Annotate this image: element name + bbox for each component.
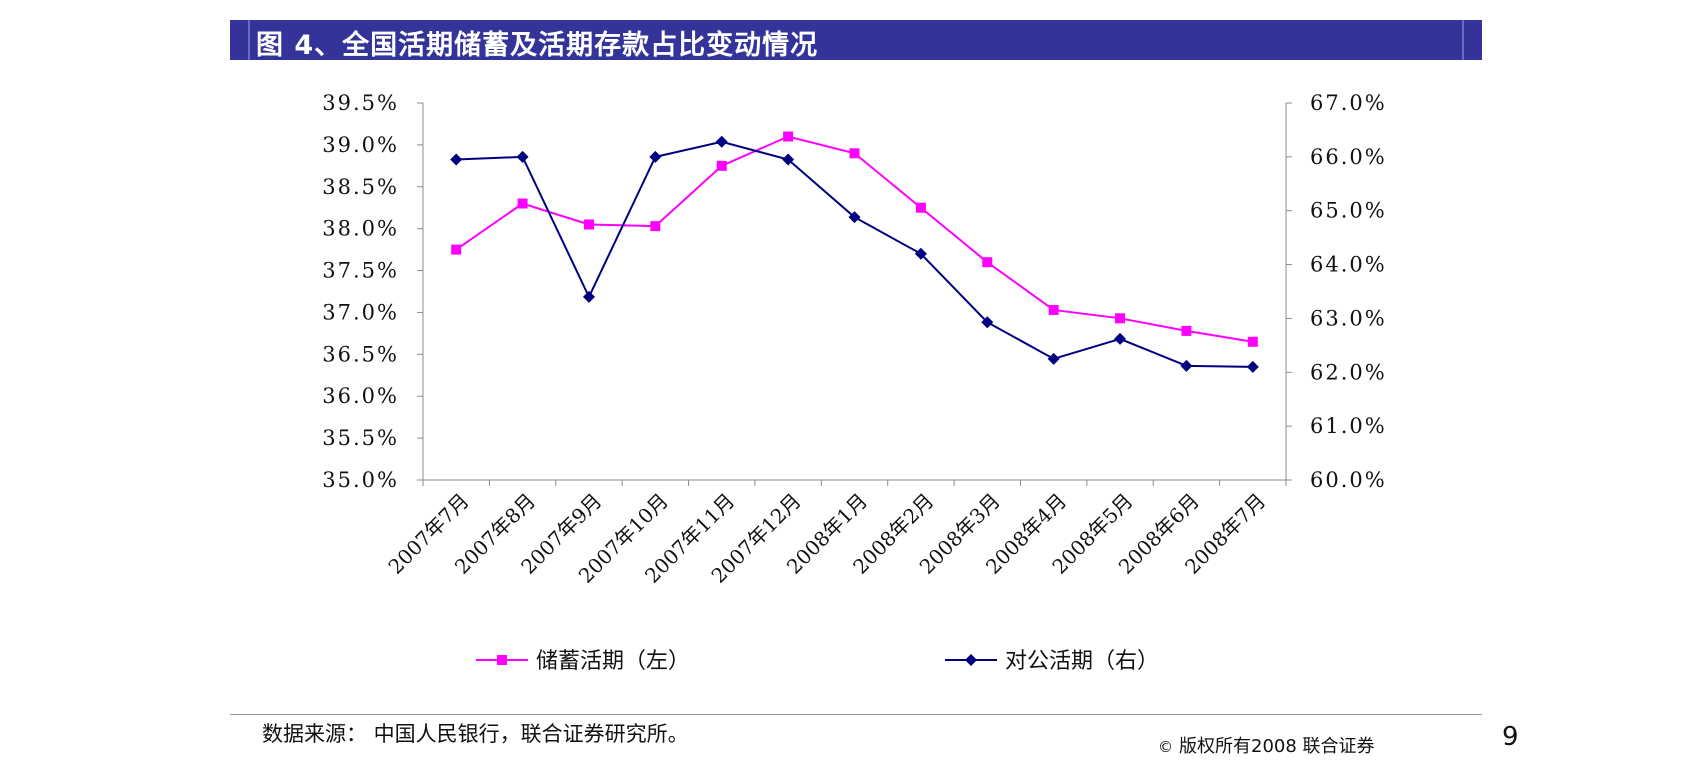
chart-title: 图 4、全国活期储蓄及活期存款占比变动情况 <box>256 30 819 61</box>
diamond-marker <box>582 290 595 303</box>
chart-legend: 储蓄活期（左） 对公活期（右） <box>476 649 1159 674</box>
y-left-tick-label: 39.0% <box>322 133 399 157</box>
y-right-tick-label: 60.0% <box>1310 468 1387 492</box>
y-left-tick-label: 38.5% <box>322 175 399 199</box>
diamond-marker <box>450 153 463 166</box>
y-right-tick-label: 66.0% <box>1310 145 1387 169</box>
y-right-tick-label: 67.0% <box>1310 91 1387 115</box>
diamond-marker <box>965 654 977 666</box>
y-left-tick-label: 39.5% <box>322 91 399 115</box>
title-bar: 图 4、全国活期储蓄及活期存款占比变动情况 <box>230 20 1482 61</box>
diamond-marker <box>516 150 529 163</box>
diamond-marker <box>1180 359 1193 372</box>
diamond-marker <box>914 247 927 260</box>
y-left-tick-label: 35.0% <box>322 468 399 492</box>
square-marker <box>1048 304 1059 315</box>
y-left-tick-label: 38.0% <box>322 217 399 241</box>
diamond-marker <box>1047 352 1060 365</box>
square-marker <box>982 257 993 268</box>
square-marker <box>1181 325 1192 336</box>
square-marker <box>716 160 727 171</box>
y-left-tick-label: 37.0% <box>322 300 399 324</box>
chart-series <box>450 131 1259 373</box>
square-marker <box>1115 313 1126 324</box>
title-accent-right <box>1462 20 1464 60</box>
title-accent-left <box>248 20 250 60</box>
square-marker <box>915 202 926 213</box>
diamond-marker <box>848 211 861 224</box>
square-marker <box>849 148 860 159</box>
y-right-tick-label: 65.0% <box>1310 199 1387 223</box>
diamond-marker <box>981 316 994 329</box>
footer-divider <box>230 714 1482 715</box>
y-left-tick-label: 36.5% <box>322 342 399 366</box>
diamond-marker <box>1114 332 1127 345</box>
diamond-marker <box>715 135 728 148</box>
source-note: 数据来源： 中国人民银行，联合证券研究所。 <box>262 722 689 746</box>
square-marker <box>650 221 661 232</box>
copyright-text: 版权所有2008 联合证券 <box>1179 736 1375 757</box>
y-right-tick-label: 61.0% <box>1310 414 1387 438</box>
copyright-symbol: © <box>1158 738 1173 756</box>
copyright: © 版权所有2008 联合证券 <box>1158 732 1375 758</box>
legend-label: 储蓄活期（左） <box>536 649 690 674</box>
square-marker <box>583 219 594 230</box>
legend-label: 对公活期（右） <box>1005 649 1159 674</box>
diamond-marker <box>782 153 795 166</box>
series-line-corporate <box>456 140 1253 368</box>
diamond-marker <box>1246 360 1259 373</box>
square-marker <box>517 198 528 209</box>
y-left-tick-label: 36.0% <box>322 384 399 408</box>
square-marker <box>451 244 462 255</box>
square-marker <box>1247 336 1258 347</box>
chart-axes: 35.0% 35.5% 36.0% 36.5% 37.0% 37.5% 38.0% 38.5%… <box>322 91 1387 588</box>
y-right-tick-label: 64.0% <box>1310 253 1387 277</box>
line-chart: 35.0% 35.5% 36.0% 36.5% 37.0% 37.5% 38.0% 38.5%… <box>322 91 1387 674</box>
y-right-tick-label: 63.0% <box>1310 306 1387 330</box>
y-left-tick-label: 35.5% <box>322 426 399 450</box>
diamond-marker <box>649 150 662 163</box>
square-marker <box>497 655 507 665</box>
series-line-savings <box>455 135 1253 343</box>
y-right-tick-label: 62.0% <box>1310 360 1387 384</box>
page-number: 9 <box>1502 722 1519 752</box>
square-marker <box>783 131 794 142</box>
y-left-tick-label: 37.5% <box>322 259 399 283</box>
